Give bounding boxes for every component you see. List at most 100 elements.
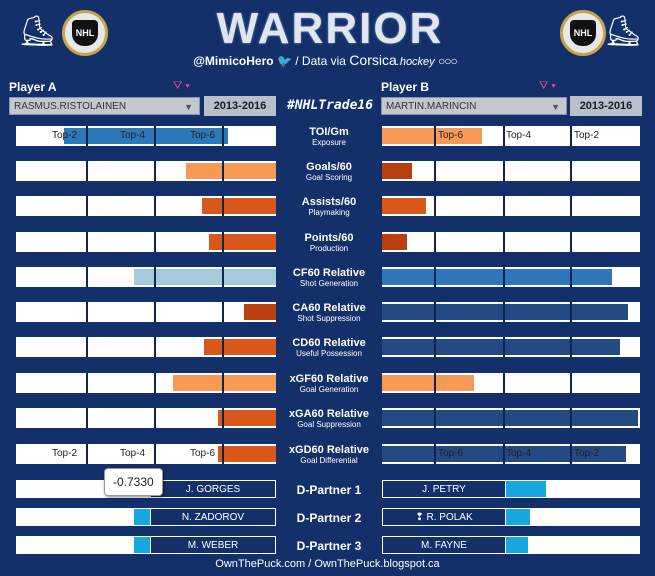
- player-b-metric-bar[interactable]: [382, 410, 638, 426]
- tier-label: Top-6: [190, 448, 216, 459]
- player-b-metric-bar[interactable]: [382, 375, 474, 391]
- partner-a-bar[interactable]: [134, 509, 152, 525]
- partner-a-bar[interactable]: [134, 537, 152, 553]
- player-b-metric-track: [382, 302, 640, 322]
- tier-divider: [434, 408, 436, 428]
- metric-name: CF60 Relative: [292, 267, 366, 279]
- tier-divider: [222, 126, 224, 146]
- player-a-metric-track: [16, 267, 276, 287]
- tier-divider: [570, 126, 572, 146]
- player-b-metric-bar[interactable]: [382, 234, 407, 250]
- tier-divider: [86, 302, 88, 322]
- player-b-metric-track: [382, 267, 640, 287]
- player-b-metric-bar[interactable]: [382, 304, 628, 320]
- player-a-metric-bar[interactable]: [204, 339, 276, 355]
- player-a-select[interactable]: RASMUS.RISTOLAINEN ▼: [9, 97, 200, 115]
- player-a-label: Player A: [9, 80, 57, 94]
- metric-subtitle: Shot Generation: [299, 279, 359, 288]
- tier-divider: [503, 444, 505, 464]
- tier-divider: [570, 302, 572, 322]
- player-a-season[interactable]: 2013-2016: [204, 96, 276, 116]
- partner-a-name: N. ZADOROV: [150, 508, 276, 526]
- player-a-metric-bar[interactable]: [186, 163, 276, 179]
- player-b-season[interactable]: 2013-2016: [570, 96, 642, 116]
- tier-label: Top-4: [506, 448, 532, 459]
- circles-icon: ○○○: [438, 54, 458, 68]
- nhl-logo-right: NHL: [560, 10, 606, 56]
- skater-silhouette-icon: ⛸: [604, 15, 643, 48]
- partner-b-name: M. FAYNE: [382, 536, 506, 554]
- player-a-metric-track: Top-2 Top-4 Top-6: [16, 444, 276, 464]
- player-b-metric-bar[interactable]: [382, 128, 482, 144]
- tier-divider: [570, 267, 572, 287]
- metric-subtitle: Playmaking: [308, 208, 350, 217]
- player-a-filter-icon[interactable]: ⛛ ▾: [173, 80, 190, 92]
- tier-divider: [570, 337, 572, 357]
- tier-divider: [570, 161, 572, 181]
- metric-name: TOI/Gm: [309, 126, 349, 138]
- player-b-select[interactable]: MARTIN.MARINCIN ▼: [381, 97, 567, 115]
- tier-divider: [570, 196, 572, 216]
- partner-a-name: J. GORGES: [150, 480, 276, 498]
- tier-divider: [434, 337, 436, 357]
- tier-divider: [86, 373, 88, 393]
- tier-divider: [86, 337, 88, 357]
- player-b-filter-icon[interactable]: ⛛ ▾: [539, 80, 556, 92]
- player-a-metric-bar[interactable]: [64, 128, 228, 144]
- tier-label: Top-6: [438, 130, 464, 141]
- partner-a-track: [16, 536, 176, 554]
- player-a-metric-bar[interactable]: [209, 234, 276, 250]
- tier-label: Top-6: [438, 448, 464, 459]
- metric-name: Points/60: [304, 232, 354, 244]
- player-b-metric-bar[interactable]: [382, 163, 412, 179]
- tier-divider: [154, 267, 156, 287]
- partner-label: D-Partner 3: [296, 539, 362, 553]
- player-b-metric-track: [382, 232, 640, 252]
- player-a-metric-bar[interactable]: [218, 410, 276, 426]
- tier-divider: [570, 373, 572, 393]
- tier-label: Top-2: [52, 130, 78, 141]
- tier-label: Top-4: [506, 130, 532, 141]
- metric-subtitle: Goal Generation: [299, 385, 359, 394]
- tier-divider: [222, 373, 224, 393]
- player-a-metric-track: [16, 373, 276, 393]
- partner-label: D-Partner 1: [296, 483, 362, 497]
- player-a-metric-track: [16, 161, 276, 181]
- player-a-metric-track: [16, 232, 276, 252]
- partner-b-bar[interactable]: [506, 481, 546, 497]
- tier-divider: [86, 161, 88, 181]
- tier-divider: [154, 126, 156, 146]
- player-a-metric-bar[interactable]: [173, 375, 276, 391]
- tier-divider: [222, 302, 224, 322]
- player-b-metric-track: [382, 161, 640, 181]
- player-b-metric-track: [382, 373, 640, 393]
- tier-divider: [503, 337, 505, 357]
- metric-subtitle: Useful Possession: [296, 349, 362, 358]
- chevron-down-icon: ▼: [551, 102, 560, 112]
- tier-divider: [86, 232, 88, 252]
- partner-b-bar[interactable]: [506, 509, 530, 525]
- player-b-metric-bar[interactable]: [382, 269, 612, 285]
- player-a-metric-bar[interactable]: [218, 446, 276, 462]
- player-b-metric-bar[interactable]: [382, 339, 620, 355]
- hashtag: #NHLTrade16: [286, 98, 374, 113]
- tier-divider: [86, 267, 88, 287]
- player-a-metric-bar[interactable]: [244, 304, 276, 320]
- partner-b-bar[interactable]: [506, 537, 528, 553]
- tier-divider: [503, 373, 505, 393]
- player-a-metric-bar[interactable]: [134, 269, 276, 285]
- tier-divider: [434, 444, 436, 464]
- metric-subtitle: Exposure: [312, 138, 346, 147]
- player-a-metric-track: [16, 302, 276, 322]
- tier-divider: [222, 444, 224, 464]
- tier-divider: [154, 373, 156, 393]
- player-b-metric-track: Top-6 Top-4 Top-2: [382, 126, 640, 146]
- tier-divider: [154, 196, 156, 216]
- player-b-metric-bar[interactable]: [382, 198, 426, 214]
- metric-name: CD60 Relative: [292, 337, 366, 349]
- player-a-metric-bar[interactable]: [202, 198, 276, 214]
- partner-b-name: J. PETRY: [382, 480, 506, 498]
- nhl-logo-left: NHL: [62, 10, 108, 56]
- tier-divider: [434, 161, 436, 181]
- tier-divider: [86, 196, 88, 216]
